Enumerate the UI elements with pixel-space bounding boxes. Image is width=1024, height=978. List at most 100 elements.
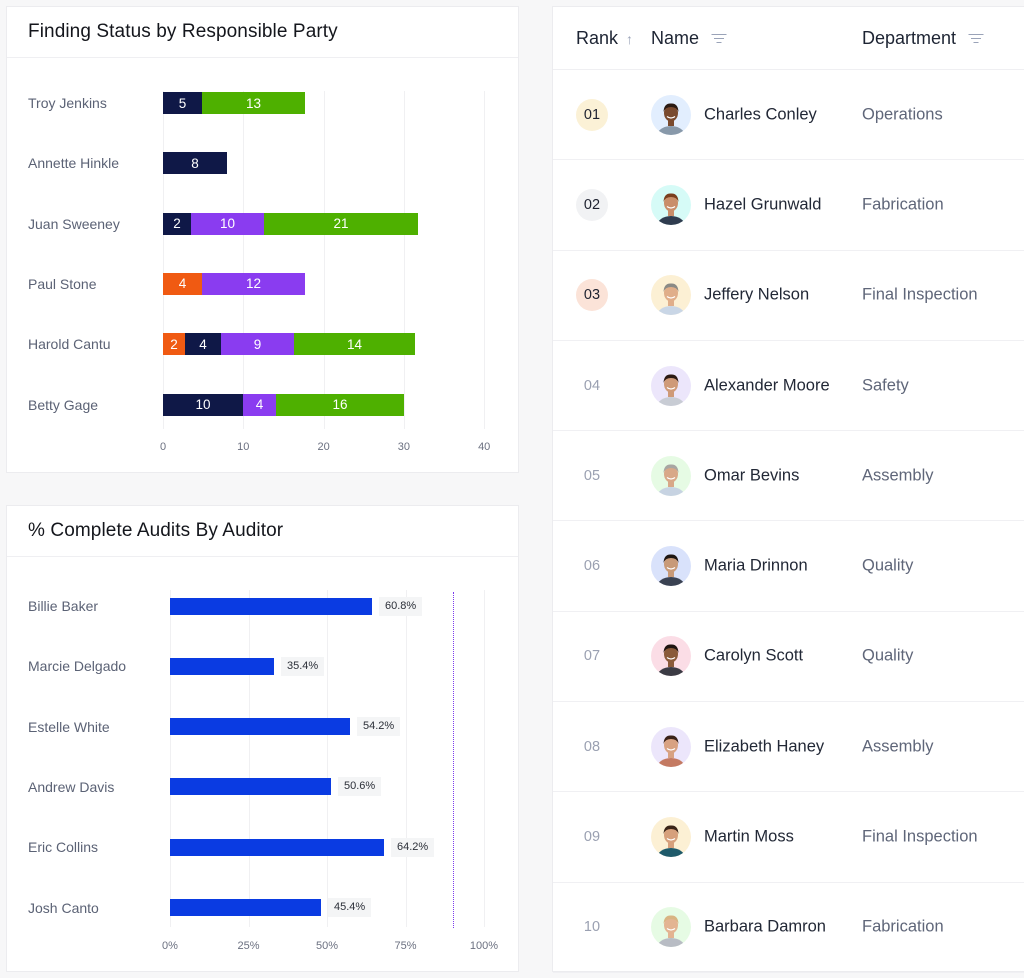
- column-header-rank[interactable]: Rank ↑: [576, 7, 633, 70]
- filter-icon[interactable]: [711, 33, 727, 44]
- filter-icon[interactable]: [968, 33, 984, 44]
- gridline: [243, 91, 245, 429]
- bar-segment[interactable]: 9: [221, 333, 294, 356]
- avatar: [651, 184, 691, 225]
- avatar: [651, 94, 691, 135]
- rank-header-label: Rank: [576, 28, 619, 48]
- gridline: [248, 590, 250, 927]
- auditor-ranking-table: Rank ↑ Name Department 01 Charles Conley O…: [552, 6, 1024, 973]
- bar-segment[interactable]: 21: [264, 212, 418, 235]
- table-row[interactable]: 04 Alexander Moore Safety: [553, 341, 1024, 432]
- bar-segment[interactable]: 4: [163, 272, 202, 295]
- category-label: Paul Stone: [28, 275, 97, 292]
- person-name[interactable]: Alexander Moore: [704, 376, 830, 395]
- progress-bar[interactable]: [170, 778, 331, 796]
- complete-audits-card: % Complete Audits By Auditor 0% 25% 50% 75%…: [6, 505, 519, 972]
- category-label: Annette Hinkle: [28, 155, 120, 172]
- category-label: Josh Canto: [28, 899, 99, 916]
- bar-segment[interactable]: 4: [243, 393, 276, 416]
- category-label: Andrew Davis: [28, 778, 115, 795]
- person-name[interactable]: Barbara Damron: [704, 917, 826, 936]
- progress-bar[interactable]: [170, 899, 321, 916]
- table-row[interactable]: 02 Hazel Grunwald Fabrication: [553, 160, 1024, 251]
- bar-segment[interactable]: 10: [163, 393, 243, 416]
- rank-badge: 07: [583, 648, 601, 665]
- avatar: [651, 726, 691, 767]
- target-line: [452, 592, 454, 928]
- person-avatar-icon: [657, 735, 685, 767]
- person-name[interactable]: Charles Conley: [704, 105, 817, 124]
- value-label: 50.6%: [338, 777, 382, 797]
- category-label: Troy Jenkins: [28, 95, 107, 111]
- table-row[interactable]: 05 Omar Bevins Assembly: [553, 431, 1024, 522]
- column-header-name[interactable]: Name: [651, 7, 727, 70]
- table-row[interactable]: 10 Barbara Damron Fabrication: [553, 883, 1024, 973]
- category-label: Marcie Delgado: [28, 658, 127, 675]
- finding-status-card: Finding Status by Responsible Party 0 10 2…: [6, 6, 519, 473]
- table-row[interactable]: 06 Maria Drinnon Quality: [553, 521, 1024, 612]
- rank-badge: 01: [576, 98, 608, 131]
- department-header-label: Department: [862, 28, 957, 48]
- x-axis-tick: 50%: [315, 940, 339, 952]
- complete-audits-header: % Complete Audits By Auditor: [7, 506, 518, 557]
- person-name[interactable]: Hazel Grunwald: [704, 195, 822, 214]
- person-avatar-icon: [657, 103, 685, 135]
- gridline: [484, 590, 485, 927]
- rank-badge: 08: [583, 738, 601, 755]
- person-avatar-icon: [657, 193, 685, 225]
- progress-bar[interactable]: [170, 718, 350, 736]
- department: Fabrication: [862, 917, 944, 936]
- person-name[interactable]: Omar Bevins: [704, 466, 800, 485]
- person-avatar-icon: [657, 464, 685, 496]
- x-axis-tick: 0%: [162, 940, 178, 952]
- person-name[interactable]: Maria Drinnon: [704, 556, 808, 575]
- finding-status-chart: 0 10 20 30 40 Troy Jenkins 5 13 Annette Hinkle 8 J…: [7, 7, 518, 472]
- avatar: [651, 365, 691, 406]
- bar-segment[interactable]: 2: [163, 333, 185, 356]
- bar-segment[interactable]: 13: [202, 92, 305, 114]
- person-name[interactable]: Carolyn Scott: [704, 646, 804, 665]
- bar-segment[interactable]: 16: [276, 393, 404, 416]
- bar-segment[interactable]: 5: [163, 92, 202, 114]
- x-axis-tick: 20: [317, 441, 330, 453]
- category-label: Billie Baker: [28, 598, 99, 614]
- category-label: Betty Gage: [28, 396, 99, 413]
- table-row[interactable]: 03 Jeffery Nelson Final Inspection: [553, 251, 1024, 341]
- sort-ascending-icon[interactable]: ↑: [626, 30, 634, 47]
- bar-segment[interactable]: 12: [202, 272, 305, 295]
- progress-bar[interactable]: [170, 657, 274, 675]
- category-label: Harold Cantu: [28, 336, 111, 353]
- avatar: [651, 636, 691, 677]
- complete-audits-chart: 0% 25% 50% 75% 100% Billie Baker 60.8% Marcie D…: [7, 506, 518, 971]
- bar-segment[interactable]: 2: [163, 212, 191, 235]
- category-label: Eric Collins: [28, 839, 99, 856]
- table-row[interactable]: 07 Carolyn Scott Quality: [553, 612, 1024, 703]
- person-avatar-icon: [657, 554, 685, 587]
- person-name[interactable]: Elizabeth Haney: [704, 737, 825, 756]
- x-axis-tick: 40: [478, 441, 491, 453]
- value-label: 54.2%: [357, 717, 401, 737]
- table-row[interactable]: 01 Charles Conley Operations: [553, 70, 1024, 161]
- progress-bar[interactable]: [170, 838, 384, 856]
- bar-segment[interactable]: 8: [163, 152, 227, 175]
- progress-bar[interactable]: [170, 597, 372, 615]
- person-name[interactable]: Jeffery Nelson: [704, 285, 810, 304]
- x-axis-tick: 0: [159, 441, 167, 453]
- avatar: [651, 455, 691, 496]
- department: Operations: [862, 105, 943, 124]
- rank-badge: 04: [583, 377, 601, 394]
- value-label: 45.4%: [328, 898, 372, 917]
- value-label: 35.4%: [281, 656, 325, 676]
- table-row[interactable]: 09 Martin Moss Final Inspection: [553, 792, 1024, 883]
- column-header-department[interactable]: Department: [862, 7, 984, 70]
- department: Assembly: [862, 466, 934, 485]
- gridline: [327, 590, 328, 927]
- department: Quality: [862, 646, 914, 665]
- table-header: Rank ↑ Name Department: [553, 7, 1024, 70]
- bar-segment[interactable]: 14: [294, 333, 415, 356]
- table-row[interactable]: 08 Elizabeth Haney Assembly: [553, 702, 1024, 793]
- bar-segment[interactable]: 4: [185, 333, 221, 356]
- bar-segment[interactable]: 10: [191, 212, 264, 235]
- person-name[interactable]: Martin Moss: [704, 827, 794, 846]
- complete-audits-title: % Complete Audits By Auditor: [28, 520, 284, 541]
